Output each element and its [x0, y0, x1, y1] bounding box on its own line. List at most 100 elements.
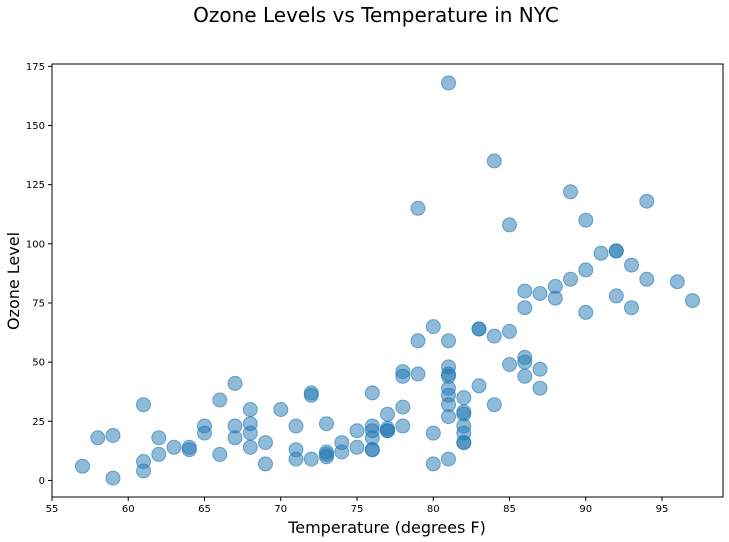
data-point: [136, 463, 151, 479]
data-point: [639, 271, 655, 287]
data-point: [319, 416, 334, 432]
x-tick-label: 75: [351, 504, 364, 515]
data-point: [349, 439, 365, 455]
data-point: [517, 354, 533, 370]
data-point: [380, 406, 395, 422]
data-point: [517, 300, 533, 316]
data-point: [90, 430, 106, 446]
data-point: [578, 262, 594, 278]
data-point: [563, 271, 578, 287]
data-point: [547, 290, 563, 306]
data-point: [425, 319, 441, 335]
data-point: [212, 446, 228, 462]
data-point: [242, 402, 258, 417]
data-point: [486, 397, 502, 413]
data-point: [151, 446, 167, 462]
y-tick-label: 75: [32, 298, 45, 309]
y-tick-label: 125: [26, 180, 45, 191]
x-tick-label: 65: [198, 504, 211, 515]
y-axis-ticks: 0 25 50 75 100 125 150 175: [26, 62, 52, 487]
data-point: [197, 425, 212, 441]
data-point: [395, 418, 411, 434]
data-point: [669, 274, 685, 290]
data-point: [624, 300, 639, 316]
data-point: [517, 368, 533, 384]
data-point: [563, 184, 578, 200]
x-axis-label: Temperature (degrees F): [287, 518, 486, 537]
data-point: [410, 333, 426, 349]
data-point: [425, 456, 441, 472]
data-point: [227, 430, 243, 446]
data-point: [212, 392, 228, 408]
data-point: [502, 217, 517, 233]
data-point: [303, 451, 319, 467]
data-point: [441, 333, 456, 349]
y-tick-label: 0: [39, 476, 45, 487]
data-point: [456, 390, 472, 406]
x-tick-label: 70: [274, 504, 287, 515]
data-point: [593, 245, 609, 261]
data-point: [380, 423, 395, 439]
data-point: [364, 442, 380, 458]
data-point: [471, 321, 487, 337]
data-point: [105, 428, 121, 443]
data-point: [624, 257, 639, 273]
data-point: [425, 425, 441, 441]
x-tick-label: 60: [122, 504, 135, 515]
data-point: [441, 75, 456, 91]
data-point: [105, 470, 121, 486]
data-point: [258, 435, 273, 451]
y-tick-label: 175: [26, 62, 45, 73]
data-point: [471, 378, 487, 394]
data-point: [334, 444, 350, 460]
data-point: [319, 449, 334, 465]
data-point: [532, 286, 548, 301]
data-point: [608, 243, 624, 259]
x-tick-label: 80: [427, 504, 440, 515]
data-point: [410, 366, 426, 382]
data-point: [578, 212, 594, 228]
data-point: [303, 387, 319, 403]
data-point: [273, 402, 289, 417]
data-point: [410, 200, 426, 216]
y-tick-label: 25: [32, 417, 45, 428]
data-point: [441, 409, 456, 425]
data-point: [502, 323, 517, 339]
y-tick-label: 100: [26, 239, 45, 250]
data-point: [486, 328, 502, 344]
data-point: [151, 430, 167, 446]
data-points: [75, 75, 700, 486]
data-point: [532, 361, 548, 377]
data-point: [181, 442, 197, 458]
data-point: [502, 357, 517, 372]
data-point: [75, 458, 90, 474]
data-point: [441, 451, 456, 467]
y-axis-label: Ozone Level: [4, 232, 23, 330]
data-point: [532, 380, 548, 396]
data-point: [608, 288, 624, 304]
data-point: [136, 397, 151, 413]
y-tick-label: 150: [26, 121, 45, 132]
chart-title: Ozone Levels vs Temperature in NYC: [193, 3, 559, 27]
y-tick-label: 50: [32, 358, 45, 369]
data-point: [456, 435, 472, 451]
data-point: [364, 385, 380, 401]
data-point: [486, 153, 502, 169]
x-tick-label: 55: [46, 504, 59, 515]
data-point: [395, 399, 411, 415]
data-point: [227, 375, 243, 391]
data-point: [288, 451, 304, 467]
plot-frame: [51, 63, 724, 498]
data-point: [685, 293, 700, 309]
data-point: [242, 425, 258, 441]
x-tick-label: 85: [503, 504, 516, 515]
data-point: [258, 456, 273, 472]
data-point: [349, 423, 365, 439]
data-point: [288, 418, 304, 434]
data-point: [517, 283, 533, 299]
data-point: [166, 439, 182, 455]
x-axis-ticks: 55 60 65 70 75 80 85 90 95: [46, 497, 668, 515]
data-point: [578, 304, 594, 320]
data-point: [639, 193, 655, 209]
